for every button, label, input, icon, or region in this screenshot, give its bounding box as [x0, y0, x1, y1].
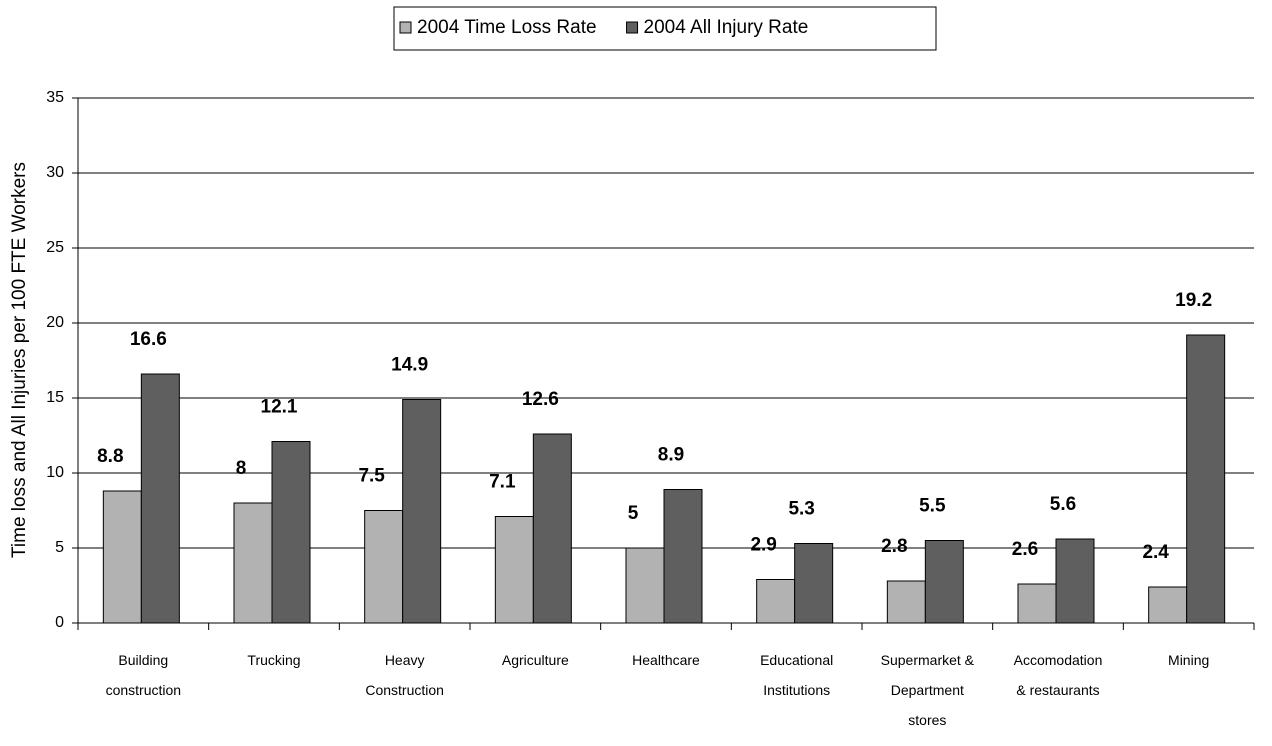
- bar: [924, 540, 964, 624]
- bar: [532, 433, 572, 624]
- value-label: 8.9: [658, 445, 684, 466]
- legend-box: [393, 6, 937, 51]
- bar: [1186, 334, 1226, 624]
- value-label: 7.5: [358, 466, 385, 487]
- bar: [625, 547, 665, 624]
- value-label: 8.8: [97, 446, 123, 467]
- y-tick-label: 5: [55, 539, 64, 556]
- value-label: 2.9: [750, 535, 776, 556]
- y-tick-label: 30: [46, 164, 64, 181]
- bar: [271, 441, 311, 624]
- legend-swatch: [626, 21, 639, 34]
- bar: [402, 399, 442, 624]
- y-tick-label: 0: [55, 614, 64, 631]
- value-label: 7.1: [489, 472, 516, 493]
- bar: [1017, 583, 1057, 624]
- x-tick-label: Healthcare: [632, 652, 700, 668]
- x-tick-label: Accomodation & restaurants: [1014, 652, 1103, 698]
- x-tick-label: Educational Institutions: [760, 652, 833, 698]
- bar: [494, 516, 534, 624]
- y-tick-label: 10: [46, 464, 64, 481]
- y-tick-label: 20: [46, 314, 64, 331]
- bar: [102, 490, 142, 624]
- y-tick-label: 35: [46, 89, 64, 106]
- legend-label: 2004 Time Loss Rate: [417, 17, 597, 38]
- bar: [140, 373, 180, 624]
- bar: [886, 580, 926, 624]
- bar: [663, 489, 703, 624]
- value-label: 12.1: [261, 397, 298, 418]
- y-tick-label: 25: [46, 239, 64, 256]
- x-tick-label: Agriculture: [502, 652, 569, 668]
- x-tick-label: Mining: [1168, 652, 1209, 668]
- value-label: 2.8: [881, 536, 907, 557]
- bar: [233, 502, 273, 624]
- legend-label: 2004 All Injury Rate: [644, 17, 809, 38]
- bar: [1055, 538, 1095, 624]
- x-tick-label: Trucking: [247, 652, 300, 668]
- x-tick-label: Supermarket & Department stores: [881, 652, 975, 728]
- bar: [756, 579, 796, 624]
- legend-swatch: [399, 21, 412, 34]
- bar: [794, 543, 834, 624]
- value-label: 14.9: [391, 355, 428, 376]
- bar: [1148, 586, 1188, 624]
- value-label: 5.3: [788, 499, 814, 520]
- value-label: 5: [628, 503, 639, 524]
- value-label: 12.6: [522, 389, 559, 410]
- value-label: 5.5: [919, 496, 946, 517]
- value-label: 8: [236, 458, 247, 479]
- value-label: 2.4: [1142, 542, 1169, 563]
- value-label: 2.6: [1012, 539, 1038, 560]
- x-tick-label: Heavy Construction: [365, 652, 444, 698]
- bar: [364, 510, 404, 624]
- value-label: 5.6: [1050, 494, 1076, 515]
- y-tick-label: 15: [46, 389, 64, 406]
- value-label: 19.2: [1175, 290, 1212, 311]
- y-axis-title: Time loss and All Injuries per 100 FTE W…: [9, 162, 30, 558]
- x-tick-label: Building construction: [106, 652, 181, 698]
- value-label: 16.6: [130, 329, 167, 350]
